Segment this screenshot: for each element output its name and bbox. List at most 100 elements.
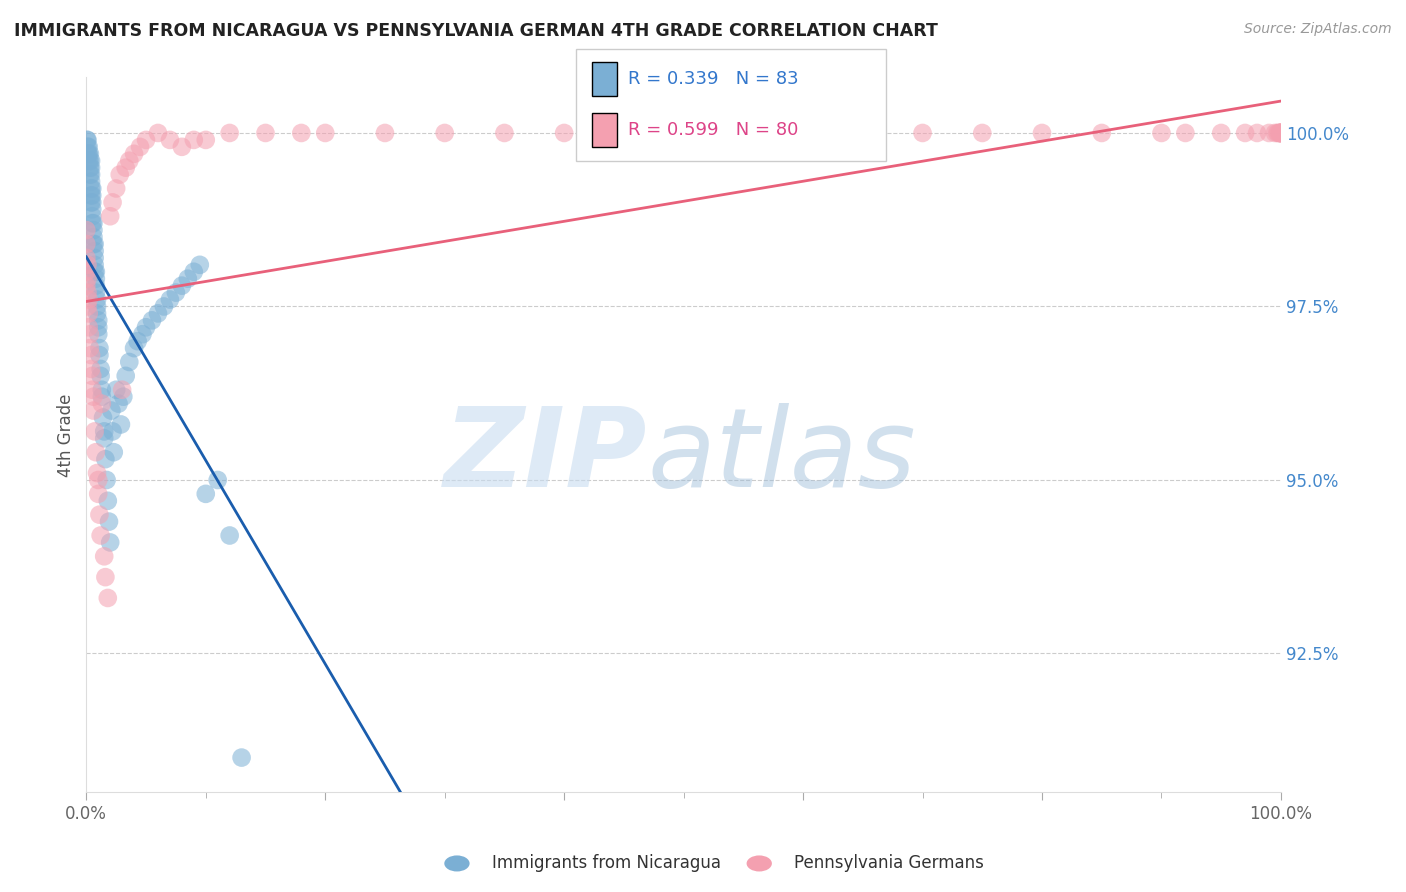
- Point: [84, 445, 107, 459]
- Point: [114, 161, 136, 175]
- Point: [146, 306, 169, 320]
- Point: [105, 181, 128, 195]
- Point: [87, 473, 110, 487]
- Point: [79, 168, 101, 182]
- Point: [1031, 126, 1053, 140]
- Point: [218, 126, 240, 140]
- Point: [94, 452, 117, 467]
- Point: [89, 341, 111, 355]
- Point: [75, 223, 97, 237]
- Point: [122, 146, 145, 161]
- Point: [91, 410, 114, 425]
- Point: [80, 181, 103, 195]
- Point: [135, 320, 157, 334]
- Point: [83, 258, 105, 272]
- Point: [114, 368, 136, 383]
- Point: [82, 403, 104, 417]
- Point: [118, 153, 141, 168]
- Point: [77, 320, 100, 334]
- Point: [972, 126, 994, 140]
- Point: [1267, 126, 1289, 140]
- Point: [90, 397, 112, 411]
- Point: [1234, 126, 1257, 140]
- Point: [1091, 126, 1114, 140]
- Point: [131, 327, 153, 342]
- Point: [83, 244, 105, 258]
- Y-axis label: 4th Grade: 4th Grade: [58, 393, 75, 476]
- Point: [96, 473, 118, 487]
- Point: [82, 202, 104, 217]
- Point: [75, 237, 97, 252]
- Text: Source: ZipAtlas.com: Source: ZipAtlas.com: [1244, 22, 1392, 37]
- Point: [183, 265, 205, 279]
- Point: [231, 750, 253, 764]
- Point: [82, 368, 104, 383]
- Point: [83, 425, 105, 439]
- Point: [77, 306, 100, 320]
- Text: R = 0.339   N = 83: R = 0.339 N = 83: [628, 70, 799, 88]
- Point: [852, 126, 875, 140]
- Text: R = 0.599   N = 80: R = 0.599 N = 80: [628, 121, 799, 139]
- Point: [77, 146, 100, 161]
- Point: [1267, 126, 1289, 140]
- Point: [76, 258, 98, 272]
- Point: [254, 126, 277, 140]
- Point: [165, 285, 187, 300]
- Point: [82, 209, 104, 223]
- Point: [86, 293, 108, 307]
- Point: [82, 237, 104, 252]
- Point: [80, 362, 103, 376]
- Point: [207, 473, 229, 487]
- Point: [170, 278, 193, 293]
- Point: [75, 251, 97, 265]
- Point: [76, 133, 98, 147]
- Point: [80, 188, 103, 202]
- Point: [82, 181, 104, 195]
- Text: ZIP: ZIP: [444, 403, 648, 510]
- Point: [82, 216, 104, 230]
- Point: [77, 146, 100, 161]
- Point: [103, 445, 125, 459]
- Point: [75, 265, 97, 279]
- Point: [101, 195, 124, 210]
- Point: [89, 508, 111, 522]
- Point: [188, 258, 211, 272]
- Point: [79, 153, 101, 168]
- Point: [79, 161, 101, 175]
- Point: [77, 140, 100, 154]
- Point: [79, 146, 101, 161]
- Point: [83, 251, 105, 265]
- Point: [290, 126, 312, 140]
- Point: [105, 383, 128, 397]
- Point: [84, 278, 107, 293]
- Point: [141, 313, 163, 327]
- Point: [82, 230, 104, 244]
- Point: [79, 341, 101, 355]
- Point: [93, 549, 115, 564]
- Point: [314, 126, 336, 140]
- Point: [1270, 126, 1292, 140]
- Point: [76, 300, 98, 314]
- Point: [87, 320, 110, 334]
- Point: [110, 417, 132, 432]
- Point: [98, 535, 121, 549]
- Point: [1264, 126, 1286, 140]
- Point: [90, 390, 112, 404]
- Point: [374, 126, 396, 140]
- Point: [1174, 126, 1197, 140]
- Point: [84, 265, 107, 279]
- Point: [82, 383, 104, 397]
- Point: [80, 161, 103, 175]
- Point: [433, 126, 456, 140]
- Point: [101, 425, 124, 439]
- Point: [1270, 126, 1292, 140]
- Point: [76, 133, 98, 147]
- Text: IMMIGRANTS FROM NICARAGUA VS PENNSYLVANIA GERMAN 4TH GRADE CORRELATION CHART: IMMIGRANTS FROM NICARAGUA VS PENNSYLVANI…: [14, 22, 938, 40]
- Point: [80, 175, 103, 189]
- Point: [76, 271, 98, 285]
- Point: [79, 327, 101, 342]
- Point: [911, 126, 934, 140]
- Point: [1270, 126, 1292, 140]
- Point: [1211, 126, 1233, 140]
- Point: [80, 168, 103, 182]
